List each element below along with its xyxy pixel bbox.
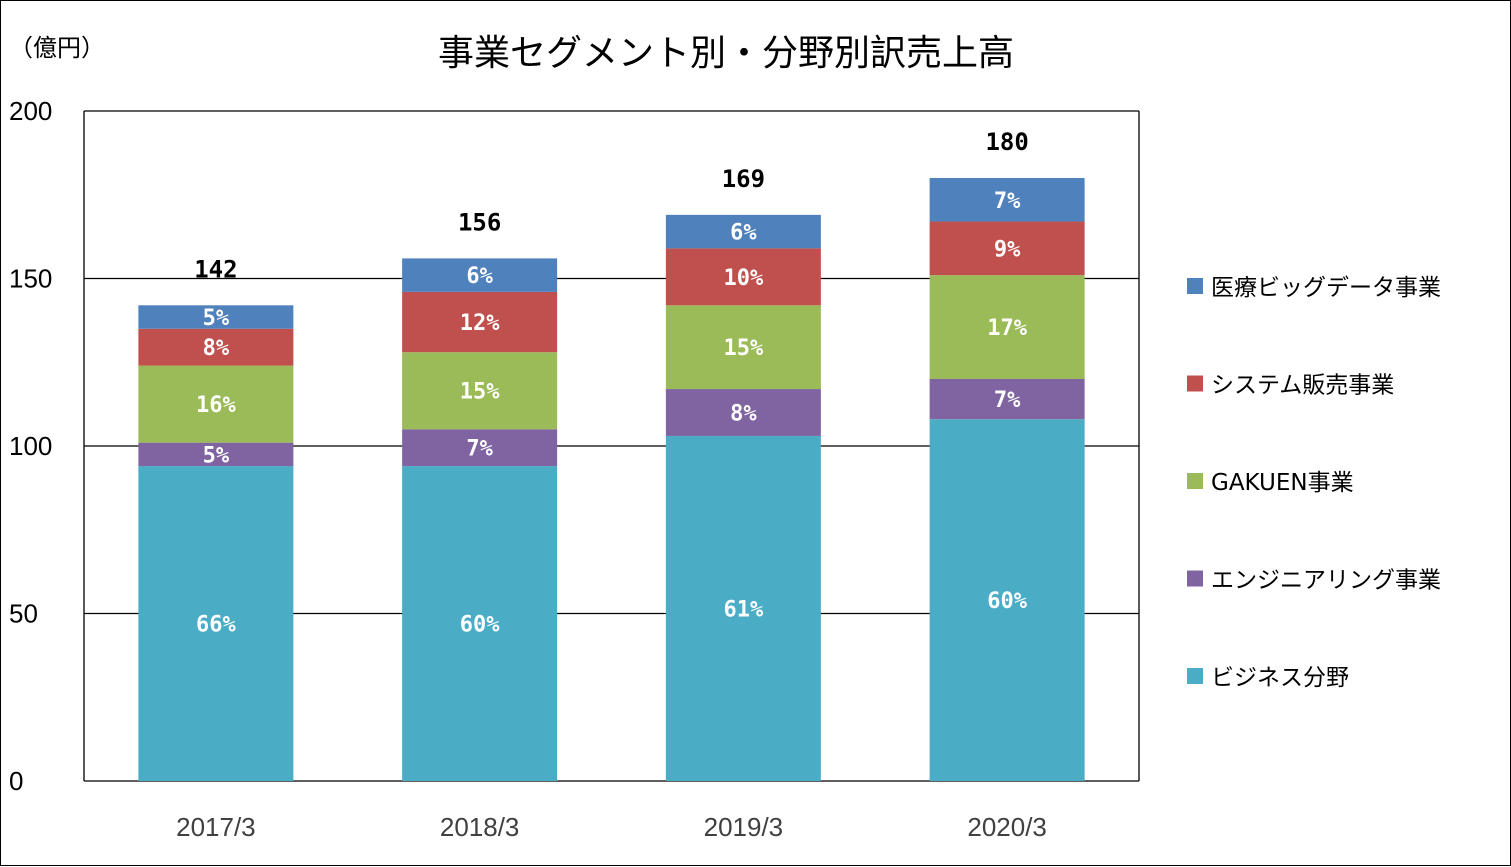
y-tick-label: 200 [9, 96, 52, 126]
bar-segment [402, 429, 558, 467]
bar-segment [402, 466, 558, 781]
segment-label: 60% [987, 589, 1027, 614]
segment-label: 15% [724, 336, 764, 361]
segment-label: 9% [994, 237, 1021, 262]
x-tick-label: 2017/3 [176, 812, 256, 842]
unit-label: （億円） [9, 34, 105, 62]
segment-label: 60% [460, 613, 500, 638]
bar-segment [402, 258, 558, 292]
legend-label: ビジネス分野 [1211, 665, 1349, 691]
legend-swatch [1187, 473, 1203, 489]
segment-label: 12% [460, 311, 500, 336]
bar-segment [665, 389, 821, 436]
segment-label: 5% [203, 306, 230, 331]
segment-label: 6% [466, 264, 493, 289]
bar-segment [138, 442, 294, 467]
bar-segment [929, 379, 1085, 420]
bar-segment [665, 435, 821, 781]
x-tick-label: 2019/3 [704, 812, 784, 842]
segment-label: 61% [724, 597, 764, 622]
segment-label: 6% [730, 221, 757, 246]
legend-label: システム販売事業 [1211, 373, 1394, 399]
segment-label: 8% [730, 402, 757, 427]
total-label: 142 [194, 255, 237, 283]
bars [138, 178, 1085, 781]
bar-segment [929, 419, 1085, 781]
bar-segment [929, 221, 1085, 276]
y-axis-ticks: 0 50 100 150 200 [9, 96, 52, 796]
legend-label: 医療ビッグデータ事業 [1211, 275, 1441, 301]
segment-label: 7% [994, 189, 1021, 214]
bar-segment [138, 365, 294, 443]
x-axis-ticks: 2017/3 2018/3 2019/3 2020/3 [176, 812, 1047, 842]
segment-label: 7% [994, 388, 1021, 413]
legend-swatch [1187, 570, 1203, 587]
total-label: 180 [985, 128, 1028, 156]
y-tick-label: 150 [9, 264, 52, 294]
segment-label: 15% [460, 380, 500, 405]
bar-segment [665, 248, 821, 306]
y-tick-label: 50 [9, 599, 38, 629]
bar-segment [138, 305, 294, 329]
bar-segment [929, 275, 1085, 379]
bar-segment [402, 291, 558, 353]
y-tick-label: 0 [9, 766, 23, 796]
bar-segment [665, 305, 821, 390]
total-label: 169 [722, 165, 765, 193]
legend-label: エンジニアリング事業 [1211, 568, 1441, 594]
bar-segment [138, 328, 294, 366]
segment-label: 16% [196, 393, 236, 418]
segment-label: 7% [466, 437, 493, 462]
bar-segment [138, 466, 294, 781]
legend-swatch [1187, 278, 1203, 294]
y-tick-label: 100 [9, 431, 52, 461]
bar-segment [929, 178, 1085, 222]
segment-label: 5% [203, 443, 230, 468]
legend-swatch [1187, 375, 1203, 392]
bar-segment [402, 352, 558, 430]
x-tick-label: 2018/3 [440, 812, 520, 842]
x-tick-label: 2020/3 [967, 812, 1047, 842]
segment-label: 17% [987, 316, 1027, 341]
data-labels: 66% 5% 16% 8% 5% 60% 7% 15% 12% 6% 61% 8% 15% 10% 6% 60… [196, 189, 1028, 638]
legend-swatch [1187, 668, 1203, 684]
chart-title: 事業セグメント別・分野別訳売上高 [438, 33, 1014, 74]
segment-label: 66% [196, 613, 236, 638]
total-label: 156 [458, 208, 501, 236]
segment-label: 10% [724, 266, 764, 291]
total-labels: 142 156 169 180 [194, 128, 1029, 283]
legend-label: GAKUEN事業 [1211, 470, 1354, 496]
bar-segment [665, 214, 821, 249]
segment-label: 8% [203, 336, 230, 361]
